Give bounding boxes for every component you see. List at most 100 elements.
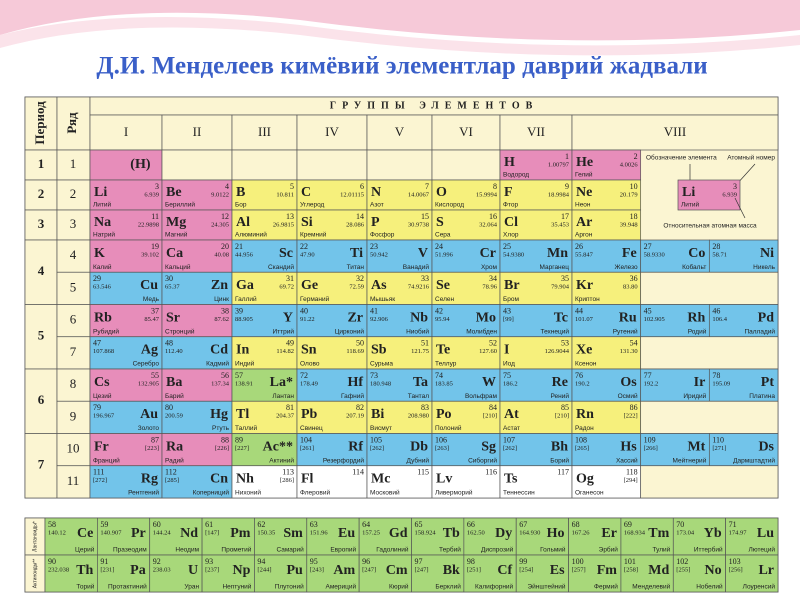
atomic-mass: 18.9984 <box>548 191 570 198</box>
element-cell <box>499 149 573 181</box>
group-label: VI <box>459 124 473 139</box>
atomic-mass: 196.967 <box>93 413 115 420</box>
element-name: Празеодим <box>113 547 147 554</box>
element-symbol: H <box>504 155 515 170</box>
atomic-number: 84 <box>489 403 497 412</box>
element-cell <box>89 304 163 338</box>
element-cell <box>571 149 642 181</box>
element-name: Борий <box>550 456 569 464</box>
element-symbol: Rb <box>94 310 112 325</box>
atomic-number: 86 <box>630 403 638 412</box>
element-name: Германий <box>300 295 330 303</box>
atomic-mass: 118.69 <box>346 348 364 355</box>
element-symbol: Lv <box>436 472 452 487</box>
element-name: Менделевий <box>632 583 670 591</box>
element-cell <box>89 149 163 181</box>
atomic-number: 110 <box>712 435 724 444</box>
element-cell <box>161 179 233 211</box>
element-symbol: Fe <box>622 246 637 261</box>
element-name: Серебро <box>133 360 160 368</box>
element-name: Фтор <box>503 202 518 209</box>
row-label: 1 <box>70 156 77 171</box>
element-symbol: Ra <box>166 439 183 454</box>
element-cell <box>431 304 501 338</box>
element-symbol: Fr <box>94 439 109 454</box>
element-symbol: Ba <box>166 375 182 390</box>
atomic-number: 12 <box>221 212 229 221</box>
atomic-number: 70 <box>676 520 684 529</box>
element-cell <box>89 179 163 211</box>
group-label: VII <box>527 124 545 139</box>
element-symbol: Gd <box>389 526 408 541</box>
atomic-number: 115 <box>417 468 429 477</box>
element-name: Олово <box>300 361 320 368</box>
cell <box>231 149 298 181</box>
element-cell <box>463 554 517 593</box>
element-symbol: Zn <box>211 278 228 293</box>
atomic-mass: 72.59 <box>349 284 364 291</box>
element-cell <box>231 239 298 273</box>
atomic-mass: 35.453 <box>551 221 569 228</box>
element-cell <box>571 179 642 211</box>
atomic-number: 50 <box>356 339 364 348</box>
atomic-mass: 131.30 <box>620 348 638 355</box>
element-name: Фосфор <box>370 232 395 239</box>
atomic-mass: 9.0122 <box>211 191 229 198</box>
element-name: Дармштадтий <box>733 456 775 464</box>
atomic-mass: [286] <box>280 477 294 484</box>
element-name: Хассий <box>616 456 638 464</box>
cell <box>56 271 91 305</box>
element-symbol: Cr <box>480 246 496 261</box>
atomic-mass: 79.904 <box>551 284 570 291</box>
cell <box>56 433 91 467</box>
element-cell <box>366 239 433 273</box>
group-label: II <box>193 124 202 139</box>
element-name: Иод <box>503 361 515 368</box>
atomic-mass: [251] <box>467 566 481 573</box>
row-label: 4 <box>70 247 77 262</box>
atomic-mass: [256] <box>729 566 743 573</box>
element-symbol: Ru <box>619 310 637 325</box>
cell <box>24 209 58 241</box>
atomic-mass: 164.930 <box>519 529 540 536</box>
atomic-number: 34 <box>489 274 497 283</box>
atomic-mass: 102.905 <box>644 316 665 323</box>
element-symbol: Ts <box>504 472 518 487</box>
element-name: Рутений <box>613 327 638 335</box>
element-cell <box>499 209 573 241</box>
element-name: Ливерморий <box>435 489 473 497</box>
atomic-number: 75 <box>503 371 511 380</box>
series-label: Лантаноиды* <box>32 521 38 552</box>
atomic-mass: [210] <box>483 413 497 420</box>
atomic-mass: 106.4 <box>712 316 727 323</box>
element-cell <box>463 517 517 556</box>
atomic-number: 118 <box>626 468 638 477</box>
element-name: Лоуренсий <box>743 583 776 591</box>
cell <box>24 433 58 499</box>
element-name: Аргон <box>575 232 593 239</box>
element-cell <box>89 239 163 273</box>
atomic-mass: 114.82 <box>276 348 294 355</box>
element-cell <box>571 304 642 338</box>
atomic-number: 38 <box>221 306 229 315</box>
element-symbol: Ni <box>760 246 774 261</box>
element-name: Астат <box>503 425 520 432</box>
element-cell <box>708 368 779 402</box>
atomic-number: 62 <box>257 520 265 529</box>
atomic-number: 95 <box>310 557 318 566</box>
atomic-mass: 58.9330 <box>644 251 665 258</box>
legend-mass-label: Относительная атомная масса <box>663 223 757 230</box>
element-symbol: Bk <box>443 563 460 578</box>
element-symbol: O <box>436 185 447 200</box>
row-label: 11 <box>67 473 80 488</box>
atomic-number: 59 <box>100 520 108 529</box>
element-cell <box>571 465 642 499</box>
element-symbol: Rf <box>348 439 363 454</box>
atomic-number: 55 <box>151 371 159 380</box>
atomic-mass: 91.22 <box>300 316 315 323</box>
element-name: Гафний <box>341 392 364 400</box>
element-symbol: Cd <box>210 343 228 358</box>
atomic-mass: 173.04 <box>676 529 695 536</box>
element-cell <box>515 517 569 556</box>
atomic-number: 9 <box>565 182 569 191</box>
